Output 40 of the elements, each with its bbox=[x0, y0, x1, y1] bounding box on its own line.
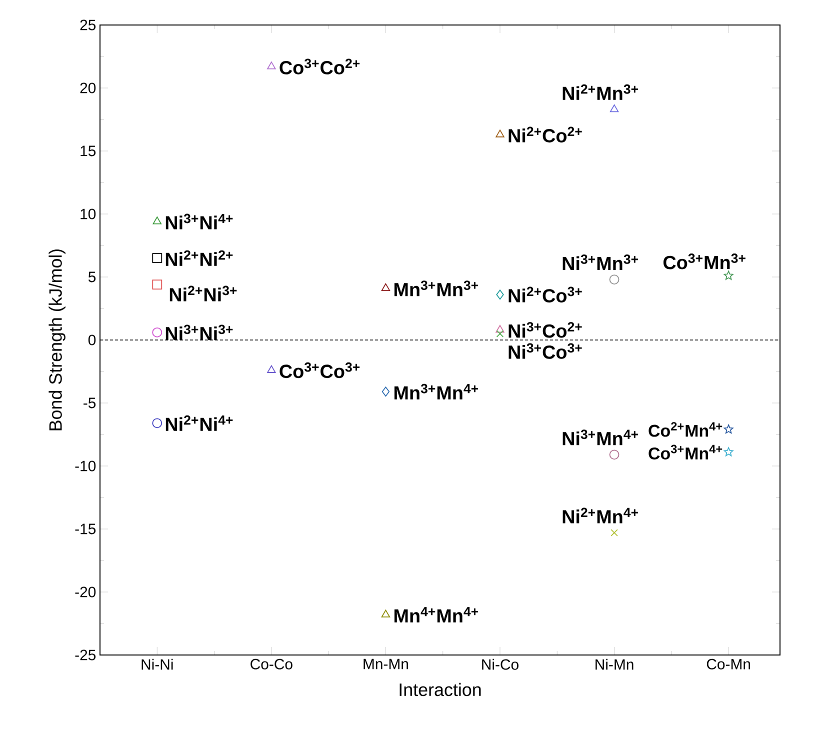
y-tick-label: -10 bbox=[75, 460, 96, 472]
series-label: Ni$^{3+}$Co$^{3+}$ bbox=[508, 343, 582, 359]
y-axis-title: Bond Strength (kJ/mol) bbox=[48, 249, 66, 430]
y-tick-label: 25 bbox=[80, 20, 96, 30]
x-tick-label: Ni-Ni bbox=[142, 658, 173, 670]
x-tick-label: Mn-Mn bbox=[364, 658, 408, 670]
series-label: Ni$^{3+}$Mn$^{4+}$ bbox=[562, 430, 638, 446]
x-tick-label: Co-Mn bbox=[706, 658, 750, 670]
x-axis-title: Interaction bbox=[400, 682, 481, 696]
series-label: Ni$^{3+}$Ni$^{4+}$ bbox=[166, 214, 233, 230]
y-tick-label: 15 bbox=[80, 146, 96, 156]
series-label: Ni$^{2+}$Ni$^{3+}$ bbox=[170, 286, 237, 302]
series-label: Ni$^{2+}$Ni$^{2+}$ bbox=[166, 250, 233, 266]
y-tick-label: -25 bbox=[75, 650, 96, 660]
x-tick-label: Ni-Mn bbox=[596, 658, 634, 670]
series-label: Ni$^{3+}$Mn$^{3+}$ bbox=[562, 254, 638, 270]
y-tick-label: 5 bbox=[88, 272, 96, 282]
series-label: Mn$^{4+}$Mn$^{4+}$ bbox=[394, 607, 478, 622]
y-tick-label: -5 bbox=[84, 398, 96, 408]
series-label: Co$^{3+}$Co$^{3+}$ bbox=[280, 362, 360, 378]
y-tick-label: 10 bbox=[80, 208, 96, 220]
x-tick-label: Ni-Co bbox=[482, 658, 518, 670]
series-label: Co$^{3+}$Mn$^{4+}$ bbox=[648, 444, 722, 460]
series-label: Mn$^{3+}$Mn$^{4+}$ bbox=[394, 384, 478, 400]
series-label: Co$^{2+}$Mn$^{4+}$ bbox=[648, 422, 722, 437]
y-tick-label: 0 bbox=[88, 334, 96, 346]
series-label: Ni$^{2+}$Mn$^{3+}$ bbox=[562, 84, 638, 100]
series-label: Co$^{3+}$Mn$^{3+}$ bbox=[663, 254, 746, 270]
series-label: Mn$^{3+}$Mn$^{3+}$ bbox=[394, 280, 478, 296]
y-tick-label: -20 bbox=[75, 586, 96, 598]
series-label: Ni$^{3+}$Co$^{2+}$ bbox=[508, 322, 582, 338]
y-tick-label: 20 bbox=[80, 82, 96, 94]
series-label: Ni$^{3+}$Ni$^{3+}$ bbox=[166, 324, 233, 340]
y-tick-label: -15 bbox=[75, 524, 96, 534]
series-label: Ni$^{2+}$Co$^{2+}$ bbox=[508, 126, 582, 142]
x-tick-label: Co-Co bbox=[250, 658, 292, 670]
series-label: Co$^{3+}$Co$^{2+}$ bbox=[280, 58, 360, 74]
series-label: Ni$^{2+}$Mn$^{4+}$ bbox=[562, 508, 638, 524]
series-label: Ni$^{2+}$Ni$^{4+}$ bbox=[166, 415, 233, 431]
series-label: Ni$^{2+}$Co$^{3+}$ bbox=[508, 286, 582, 302]
